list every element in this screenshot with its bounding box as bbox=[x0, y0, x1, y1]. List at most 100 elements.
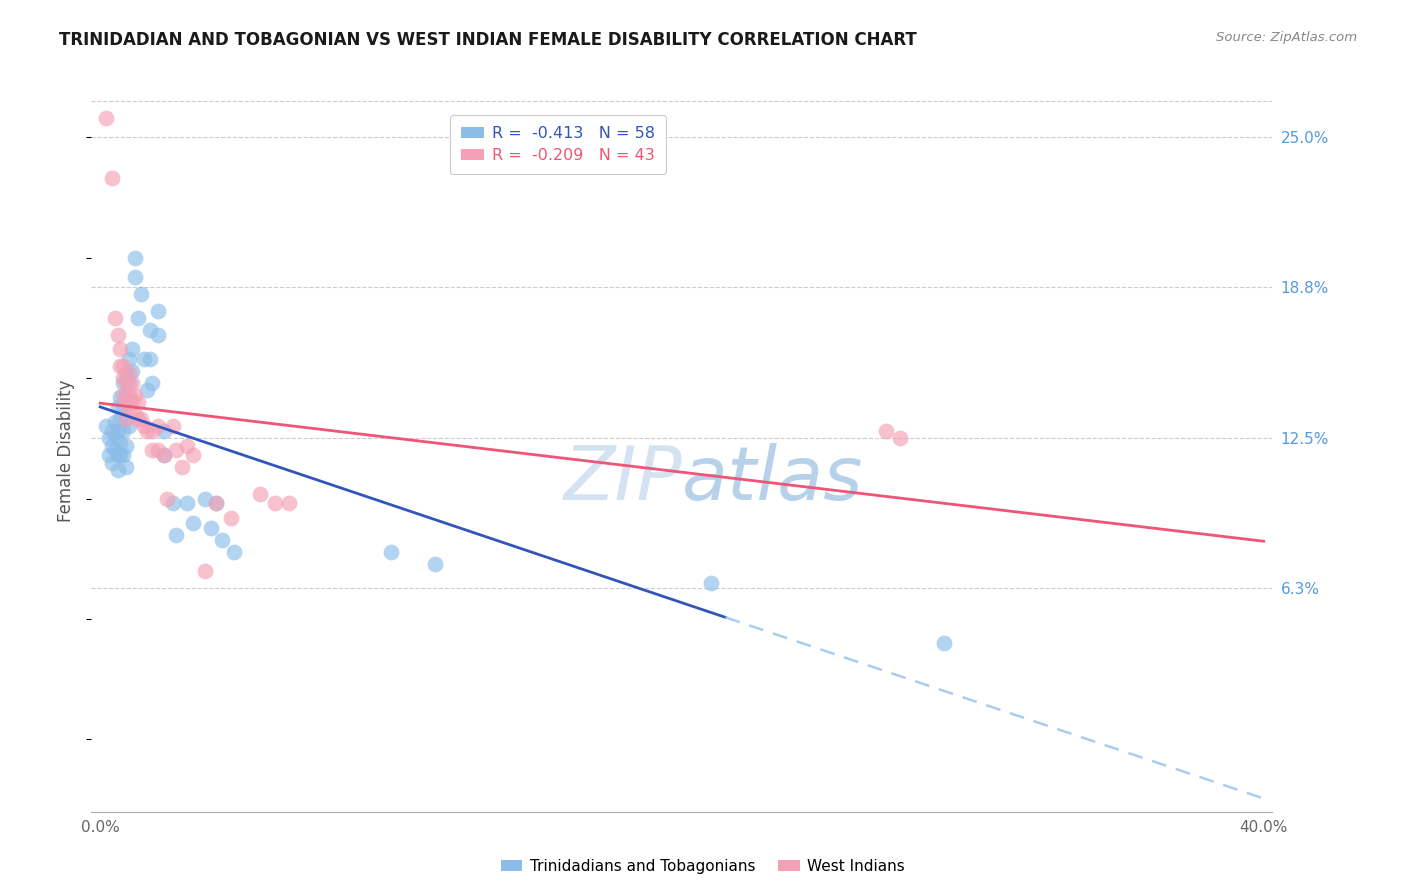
Legend: R =  -0.413   N = 58, R =  -0.209   N = 43: R = -0.413 N = 58, R = -0.209 N = 43 bbox=[450, 115, 666, 174]
Point bbox=[129, 287, 152, 301]
Point bbox=[110, 343, 132, 357]
Point bbox=[97, 432, 120, 446]
Text: TRINIDADIAN AND TOBAGONIAN VS WEST INDIAN FEMALE DISABILITY CORRELATION CHART: TRINIDADIAN AND TOBAGONIAN VS WEST INDIA… bbox=[59, 31, 917, 49]
Point bbox=[118, 367, 141, 381]
Point bbox=[181, 516, 204, 530]
Point bbox=[205, 496, 228, 510]
Point bbox=[97, 448, 120, 462]
Point bbox=[194, 491, 217, 506]
Point bbox=[132, 419, 155, 434]
Point bbox=[129, 412, 152, 426]
Point bbox=[132, 351, 155, 366]
Point bbox=[110, 412, 132, 426]
Point bbox=[115, 367, 138, 381]
Point bbox=[194, 564, 217, 578]
Text: atlas: atlas bbox=[682, 443, 863, 516]
Point bbox=[118, 400, 141, 414]
Point bbox=[110, 391, 132, 405]
Point bbox=[112, 400, 135, 414]
Point bbox=[110, 448, 132, 462]
Point bbox=[135, 384, 157, 398]
Point bbox=[115, 412, 138, 426]
Point bbox=[121, 343, 143, 357]
Point bbox=[278, 496, 301, 510]
Point bbox=[112, 388, 135, 402]
Point bbox=[205, 496, 228, 510]
Point bbox=[94, 419, 117, 434]
Point bbox=[153, 424, 176, 438]
Point bbox=[141, 443, 163, 458]
Point bbox=[121, 364, 143, 378]
Point bbox=[176, 496, 198, 510]
Point bbox=[104, 311, 127, 326]
Point bbox=[104, 443, 127, 458]
Legend: Trinidadians and Tobagonians, West Indians: Trinidadians and Tobagonians, West India… bbox=[495, 853, 911, 880]
Point bbox=[148, 327, 170, 342]
Point bbox=[889, 432, 911, 446]
Point bbox=[100, 171, 122, 186]
Point bbox=[124, 270, 146, 285]
Point bbox=[700, 576, 723, 591]
Point bbox=[115, 412, 138, 426]
Point bbox=[115, 460, 138, 475]
Point bbox=[222, 544, 245, 558]
Point bbox=[118, 351, 141, 366]
Text: ZIP: ZIP bbox=[564, 443, 682, 516]
Point bbox=[112, 376, 135, 390]
Point bbox=[423, 557, 446, 571]
Point bbox=[115, 391, 138, 405]
Point bbox=[932, 636, 955, 650]
Point bbox=[124, 388, 146, 402]
Point bbox=[127, 412, 149, 426]
Point bbox=[138, 351, 160, 366]
Point bbox=[181, 448, 204, 462]
Point bbox=[112, 424, 135, 438]
Point bbox=[263, 496, 285, 510]
Point bbox=[153, 448, 176, 462]
Point bbox=[100, 424, 122, 438]
Point bbox=[100, 439, 122, 453]
Point bbox=[162, 496, 184, 510]
Point bbox=[118, 395, 141, 409]
Text: Source: ZipAtlas.com: Source: ZipAtlas.com bbox=[1216, 31, 1357, 45]
Point bbox=[127, 311, 149, 326]
Point bbox=[121, 376, 143, 390]
Point bbox=[112, 359, 135, 373]
Point bbox=[165, 528, 187, 542]
Point bbox=[219, 511, 242, 525]
Point bbox=[127, 395, 149, 409]
Point bbox=[107, 327, 129, 342]
Point bbox=[115, 395, 138, 409]
Y-axis label: Female Disability: Female Disability bbox=[58, 379, 76, 522]
Point bbox=[200, 520, 222, 534]
Point bbox=[135, 424, 157, 438]
Point bbox=[118, 419, 141, 434]
Point bbox=[165, 443, 187, 458]
Point bbox=[170, 460, 193, 475]
Point bbox=[156, 491, 179, 506]
Point bbox=[141, 376, 163, 390]
Point bbox=[104, 429, 127, 443]
Point bbox=[162, 419, 184, 434]
Point bbox=[112, 448, 135, 462]
Point bbox=[153, 448, 176, 462]
Point bbox=[115, 439, 138, 453]
Point bbox=[104, 415, 127, 429]
Point bbox=[249, 487, 271, 501]
Point bbox=[115, 376, 138, 390]
Point bbox=[100, 455, 122, 469]
Point bbox=[112, 371, 135, 385]
Point bbox=[148, 443, 170, 458]
Point bbox=[118, 388, 141, 402]
Point bbox=[107, 448, 129, 462]
Point bbox=[124, 407, 146, 422]
Point bbox=[176, 439, 198, 453]
Point bbox=[94, 111, 117, 125]
Point bbox=[875, 424, 897, 438]
Point bbox=[124, 251, 146, 265]
Point bbox=[141, 424, 163, 438]
Point bbox=[380, 544, 402, 558]
Point bbox=[110, 436, 132, 450]
Point bbox=[148, 303, 170, 318]
Point bbox=[211, 533, 233, 547]
